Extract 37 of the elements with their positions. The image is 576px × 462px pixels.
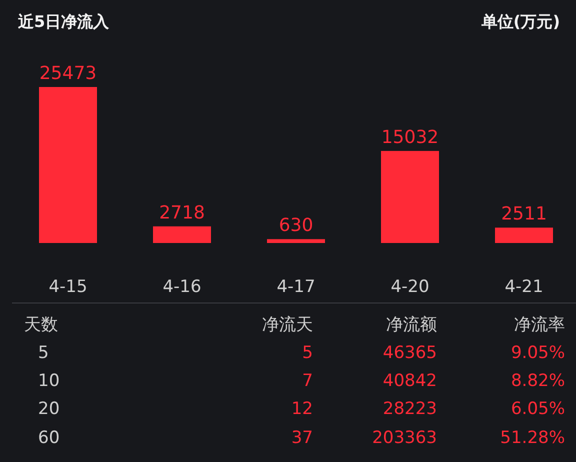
chart-title: 近5日净流入 <box>17 12 110 31</box>
data-label: 2511 <box>501 204 547 225</box>
text: 净流率 <box>514 315 565 335</box>
text: 40842 <box>382 371 437 391</box>
text: 5 <box>38 343 49 363</box>
text: 净流天 <box>262 315 313 335</box>
bar <box>153 226 211 243</box>
bar <box>495 228 553 243</box>
text: 净流额 <box>386 315 437 335</box>
x-tick-label: 4-17 <box>276 277 316 297</box>
text: 46365 <box>382 343 437 363</box>
chart-subtitle: 单位(万元) <box>480 12 560 31</box>
data-label: 2718 <box>159 202 205 224</box>
text: 7 <box>302 371 313 391</box>
text: 20 <box>38 399 60 419</box>
text: 9.05% <box>510 343 565 363</box>
text: 203363 <box>372 428 437 448</box>
x-tick-label: 4-15 <box>48 277 88 297</box>
bar <box>39 87 97 243</box>
data-label: 630 <box>278 215 314 236</box>
data-label: 25473 <box>39 63 97 84</box>
bar <box>381 150 439 243</box>
text: 5 <box>302 343 313 363</box>
x-tick-label: 4-16 <box>162 277 202 297</box>
text: 51.28% <box>500 428 565 448</box>
text: 6.05% <box>510 399 565 419</box>
x-tick-label: 4-20 <box>390 277 430 297</box>
data-label: 15032 <box>381 126 439 148</box>
text: 8.82% <box>510 371 565 391</box>
text: 10 <box>38 371 60 391</box>
text: 12 <box>291 399 313 419</box>
text: 60 <box>38 428 60 448</box>
x-tick-label: 4-21 <box>504 277 544 297</box>
text: 37 <box>291 428 313 448</box>
text: 天数 <box>24 315 58 335</box>
bar <box>267 239 325 243</box>
text: 28223 <box>382 399 437 419</box>
